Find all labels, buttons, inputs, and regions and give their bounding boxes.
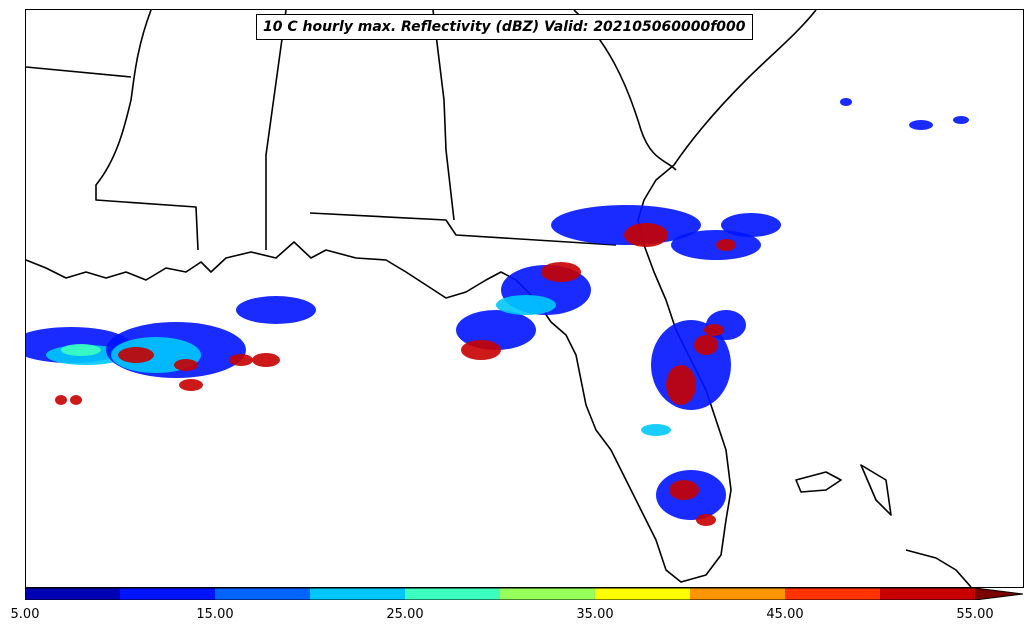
state-border-ga-al: [432, 10, 455, 221]
colorbar-tick-label: 35.00: [576, 607, 614, 622]
colorbar-segment: [785, 588, 880, 600]
reflectivity-echo: [174, 359, 198, 371]
reflectivity-echo: [461, 340, 501, 360]
colorbar-tick-label: 5.00: [10, 607, 40, 622]
reflectivity-echo: [669, 480, 699, 500]
reflectivity-echo: [179, 379, 203, 391]
state-border-ms-la: [95, 10, 199, 251]
colorbar-segment: [595, 588, 690, 600]
colorbar-segment: [120, 588, 215, 600]
state-border-al-fl: [309, 212, 617, 246]
reflectivity-echo: [624, 223, 668, 247]
colorbar-tick-label: 15.00: [196, 607, 234, 622]
reflectivity-echo: [953, 116, 969, 124]
colorbar-segment: [880, 588, 975, 600]
cuba-coast: [905, 549, 972, 587]
reflectivity-echo: [541, 262, 581, 282]
map-frame: [25, 9, 1024, 588]
reflectivity-echo: [496, 295, 556, 315]
reflectivity-echo: [229, 354, 253, 366]
reflectivity-echo: [721, 213, 781, 237]
reflectivity-echo: [716, 239, 736, 251]
colorbar-segment: [215, 588, 310, 600]
reflectivity-echo: [694, 335, 718, 355]
reflectivity-echo: [666, 365, 696, 405]
reflectivity-echo: [252, 353, 280, 367]
reflectivity-echo: [840, 98, 852, 106]
reflectivity-echo: [61, 344, 101, 356]
map-canvas: [26, 10, 972, 587]
bahamas-island: [795, 471, 842, 493]
reflectivity-echo: [704, 324, 724, 336]
state-border-ms-al-north: [26, 66, 132, 78]
colorbar-segment: [500, 588, 595, 600]
reflectivity-echo: [641, 424, 671, 436]
state-border-al-west: [265, 10, 287, 250]
reflectivity-echo: [70, 395, 82, 405]
bahamas-island-2: [860, 464, 892, 516]
colorbar-segment: [690, 588, 785, 600]
reflectivity-echo: [118, 347, 154, 363]
colorbar-outline: [25, 588, 1024, 600]
atlantic-coastline: [673, 10, 817, 166]
reflectivity-echo: [236, 296, 316, 324]
coastline-and-state-borders: [26, 10, 972, 587]
colorbar-tick-label: 25.00: [386, 607, 424, 622]
colorbar-tick-label: 45.00: [766, 607, 804, 622]
colorbar-tick-label: 55.00: [956, 607, 994, 622]
map-title: 10 C hourly max. Reflectivity (dBZ) Vali…: [256, 14, 753, 40]
reflectivity-echo: [909, 120, 933, 130]
reflectivity-echo: [55, 395, 67, 405]
reflectivity-echo: [696, 514, 716, 526]
colorbar-segment: [405, 588, 500, 600]
colorbar-extend-arrow: [975, 588, 1023, 600]
colorbar-segment: [25, 588, 120, 600]
colorbar-segment: [310, 588, 405, 600]
colorbar: [25, 588, 1024, 600]
reflectivity-echo: [456, 310, 536, 350]
reflectivity-echoes: [26, 98, 969, 526]
